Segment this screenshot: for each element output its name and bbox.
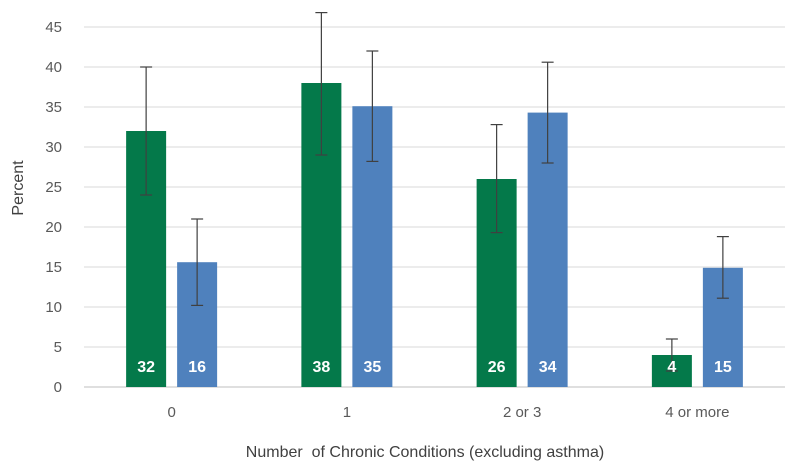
y-axis-title: Percent (10, 160, 27, 216)
bar-data-label: 34 (539, 359, 557, 376)
y-tick-label: 20 (45, 219, 62, 236)
x-tick-label: 4 or more (665, 404, 729, 421)
x-tick-labels: 0 1 2 or 3 4 or more (167, 404, 729, 421)
y-tick-label: 5 (54, 339, 62, 356)
bar-data-label: 15 (714, 359, 732, 376)
y-tick-label: 40 (45, 59, 62, 76)
y-tick-label: 10 (45, 299, 62, 316)
bar-data-label: 16 (188, 359, 206, 376)
bar-data-label: 35 (363, 359, 381, 376)
bar-data-label: 38 (312, 359, 330, 376)
y-tick-label: 25 (45, 179, 62, 196)
x-axis-title: Number of Chronic Conditions (excluding … (246, 444, 604, 461)
y-tick-label: 45 (45, 19, 62, 36)
y-tick-label: 35 (45, 99, 62, 116)
error-bars (140, 11, 729, 372)
x-tick-label: 2 or 3 (503, 404, 541, 421)
x-tick-label: 0 (167, 404, 175, 421)
y-tick-label: 15 (45, 259, 62, 276)
y-tick-label: 30 (45, 139, 62, 156)
data-labels: 32 16 38 35 26 34 4 15 (137, 359, 732, 376)
bars (126, 83, 743, 387)
bar-data-label: 4 (667, 359, 676, 376)
bar-data-label: 26 (488, 359, 506, 376)
x-tick-label: 1 (343, 404, 351, 421)
y-tick-label: 0 (54, 379, 62, 396)
y-tick-labels: 0 5 10 15 20 25 30 35 40 45 (45, 19, 62, 396)
bar-data-label: 32 (137, 359, 155, 376)
